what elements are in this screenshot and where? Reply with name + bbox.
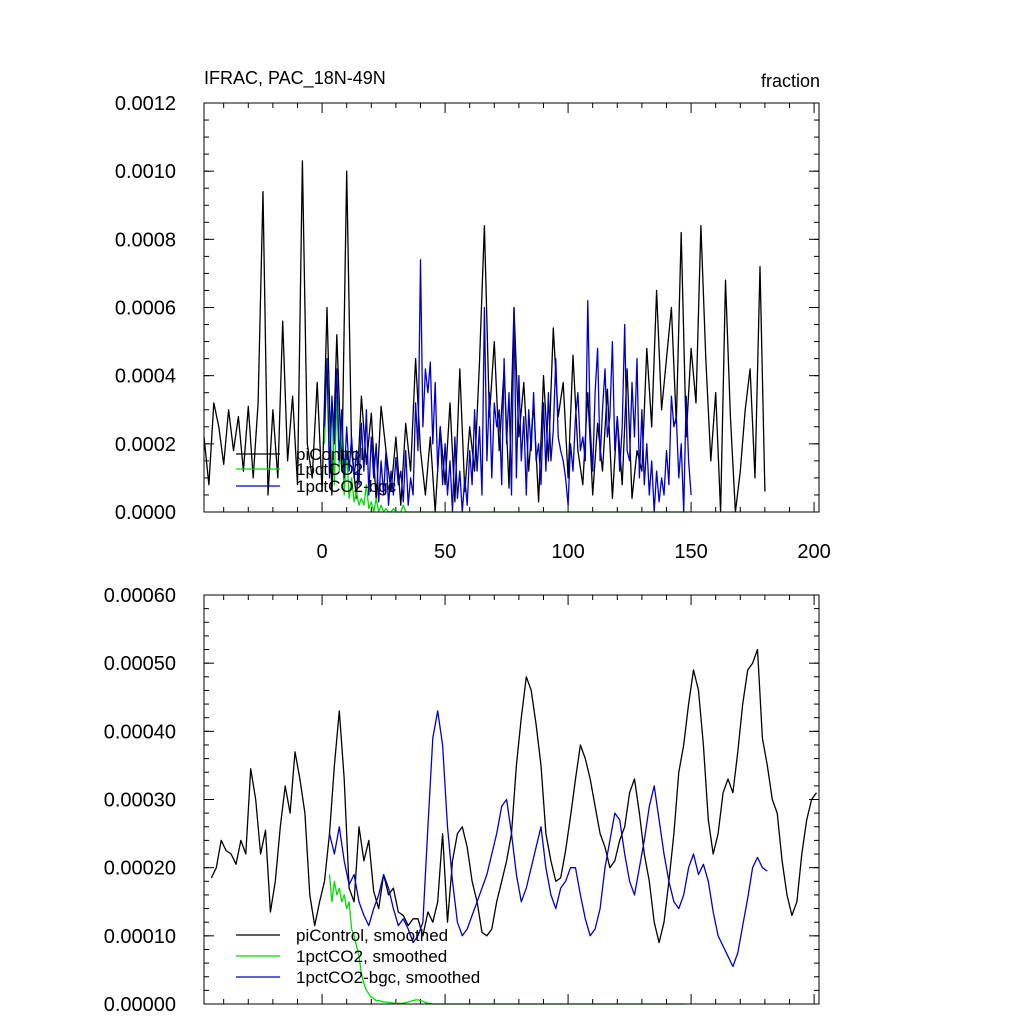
y-tick-label: 0.00060 — [104, 585, 176, 607]
series-group-top — [203, 160, 766, 513]
plot-frame-bottom — [203, 594, 820, 1005]
y-tick-label: 0.0002 — [115, 434, 176, 456]
y-tick-label: 0.0006 — [115, 298, 176, 320]
y-tick-label: 0.0012 — [115, 93, 176, 115]
legend-label: 1pctCO2, smoothed — [296, 947, 447, 966]
legend-label: piControl — [296, 445, 364, 464]
y-tick-label: 0.00040 — [104, 721, 176, 743]
panel-bottom: 0.00000 0.00010 0.00020 0.00030 0.00040 0.000… — [104, 585, 820, 1016]
series-line-picontrol — [203, 160, 766, 513]
series-line-1pctco2-bgc — [323, 259, 692, 513]
legend-bottom: piControl, smoothed 1pctCO2, smoothed 1pct… — [236, 926, 480, 987]
legend-label: 1pctCO2 — [296, 460, 363, 479]
y-tick-label: 0.00050 — [104, 653, 176, 675]
series-line-picontrol-smoothed — [210, 648, 818, 944]
panel-top: IFRAC, PAC_18N-49N fraction 0.0000 0.0002… — [115, 68, 831, 563]
y-tick-label: 0.0004 — [115, 366, 176, 388]
chart-units-label: fraction — [761, 71, 820, 91]
x-tick-label: 150 — [674, 541, 707, 563]
x-tick-label: 200 — [797, 541, 830, 563]
x-tick-label: 0 — [317, 541, 328, 563]
y-tick-label: 0.0000 — [115, 502, 176, 524]
axes-top: 0.0000 0.0002 0.0004 0.0006 0.0008 0.0010 0.00… — [115, 93, 831, 563]
plot-frame-top — [203, 102, 820, 513]
series-line-1pctco2-bgc-smoothed — [328, 710, 768, 968]
x-tick-label: 50 — [434, 541, 456, 563]
y-tick-label: 0.00000 — [104, 994, 176, 1016]
y-tick-label: 0.0010 — [115, 161, 176, 183]
x-tick-label: 100 — [551, 541, 584, 563]
axes-bottom: 0.00000 0.00010 0.00020 0.00030 0.00040 0.000… — [104, 585, 819, 1016]
y-tick-label: 0.0008 — [115, 229, 176, 251]
y-tick-label: 0.00010 — [104, 926, 176, 948]
chart-title: IFRAC, PAC_18N-49N — [204, 68, 386, 89]
y-tick-label: 0.00030 — [104, 790, 176, 812]
legend-label: 1pctCO2-bgc, smoothed — [296, 968, 480, 987]
legend-label: 1pctCO2-bgc — [296, 477, 397, 496]
legend-label: piControl, smoothed — [296, 926, 448, 945]
y-tick-label: 0.00020 — [104, 858, 176, 880]
